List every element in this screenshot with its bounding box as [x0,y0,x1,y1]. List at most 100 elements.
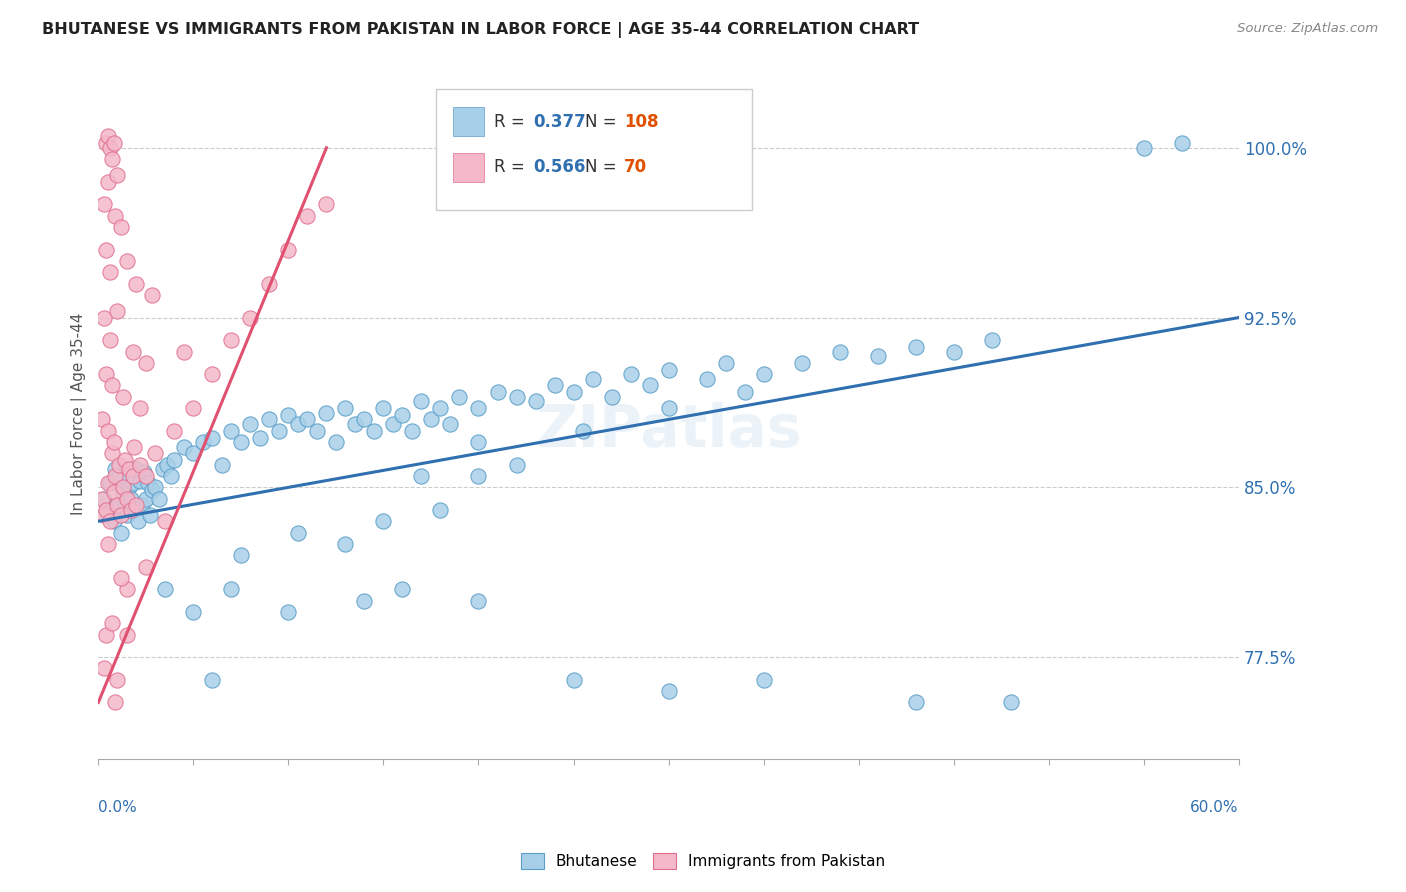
Point [439,417,461,431]
Point [105,673,128,687]
Point [1171,136,1194,151]
Point [543,378,565,392]
Point [97,175,120,189]
Point [138,508,160,522]
Point [103,136,125,151]
Text: R =: R = [494,158,530,177]
Point [115,491,138,506]
Point [153,582,176,597]
Point [124,440,146,454]
Point [211,458,233,472]
Point [277,605,299,619]
Point [572,424,595,438]
Point [118,462,141,476]
Point [315,406,337,420]
Point [104,462,127,476]
Point [201,367,224,381]
Point [145,446,167,460]
Point [191,435,214,450]
Point [980,333,1002,347]
Point [173,344,195,359]
Point [98,514,121,528]
Point [100,446,122,460]
Point [115,254,138,268]
Point [110,508,132,522]
Point [373,514,395,528]
Point [97,129,120,144]
Point [105,168,128,182]
Text: R =: R = [494,112,530,130]
Point [229,548,252,562]
Point [904,695,927,709]
Point [124,503,146,517]
Point [148,491,170,506]
Point [401,424,423,438]
Point [277,243,299,257]
Text: 70: 70 [624,158,647,177]
Text: 108: 108 [624,112,659,130]
Point [714,356,737,370]
Point [104,469,127,483]
Point [105,499,128,513]
Point [562,385,585,400]
Point [287,417,309,431]
Point [100,503,122,517]
Point [363,424,385,438]
Point [97,424,120,438]
Point [93,491,115,506]
Text: 0.0%: 0.0% [98,800,138,814]
Point [131,499,153,513]
Point [100,616,122,631]
Point [105,303,128,318]
Point [93,508,115,522]
Point [267,424,290,438]
Point [112,390,135,404]
Point [125,462,148,476]
Point [156,458,179,472]
Point [129,401,152,416]
Point [141,288,163,302]
Point [221,582,243,597]
Point [229,435,252,450]
Point [121,344,143,359]
Point [136,475,159,490]
Point [752,673,775,687]
Point [159,469,181,483]
Point [108,458,131,472]
Point [335,537,357,551]
Point [1000,695,1022,709]
Point [94,136,117,151]
Point [97,475,120,490]
Point [110,525,132,540]
Point [93,310,115,325]
Point [97,537,120,551]
Legend: Bhutanese, Immigrants from Pakistan: Bhutanese, Immigrants from Pakistan [515,847,891,875]
Point [94,503,117,517]
Point [97,508,120,522]
Point [114,453,136,467]
Point [118,480,141,494]
Point [93,661,115,675]
Point [103,484,125,499]
Point [449,390,471,404]
Point [259,412,281,426]
Point [467,469,489,483]
Y-axis label: In Labor Force | Age 35-44: In Labor Force | Age 35-44 [72,312,87,515]
Point [221,333,243,347]
Text: 60.0%: 60.0% [1191,800,1239,814]
Point [305,424,328,438]
Point [115,508,138,522]
Point [110,571,132,585]
Point [120,491,142,506]
Point [91,412,114,426]
Point [135,491,157,506]
Point [98,265,121,279]
Point [183,401,205,416]
Point [581,372,603,386]
Point [562,673,585,687]
Point [104,695,127,709]
Point [221,424,243,438]
Point [183,446,205,460]
Text: BHUTANESE VS IMMIGRANTS FROM PAKISTAN IN LABOR FORCE | AGE 35-44 CORRELATION CHA: BHUTANESE VS IMMIGRANTS FROM PAKISTAN IN… [42,22,920,38]
Point [94,627,117,641]
